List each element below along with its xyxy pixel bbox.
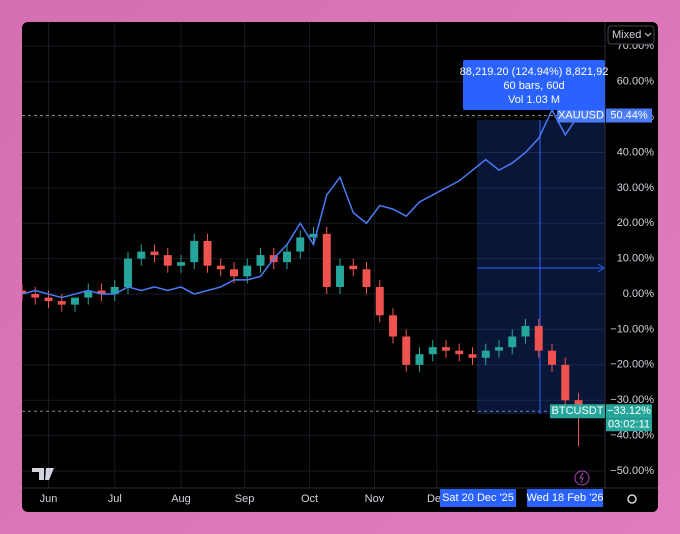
- lightning-icon[interactable]: [574, 470, 590, 486]
- candle-body: [349, 265, 358, 270]
- candle-body: [534, 325, 543, 351]
- line-series: [22, 108, 580, 299]
- date-label-bg: [440, 489, 516, 507]
- candle-body: [402, 336, 411, 365]
- y-tick-label: −40.00%: [610, 430, 654, 442]
- price-label: 50.44%: [610, 109, 648, 121]
- candle-body: [230, 269, 238, 277]
- candle-body: [508, 336, 517, 348]
- candle-body: [495, 347, 503, 351]
- candle-body: [163, 255, 172, 266]
- candle-body: [283, 251, 291, 263]
- candle-body: [256, 255, 265, 266]
- series-tag: BTCUSDT: [552, 405, 604, 417]
- candle-body: [415, 354, 424, 365]
- tooltip-line: 88,219.20 (124.94%) 8,821,92: [460, 66, 609, 78]
- scale-dropdown[interactable]: [607, 25, 655, 45]
- measure-tooltip: [463, 60, 605, 110]
- candle-body: [428, 347, 437, 355]
- chart: 70.00%60.00%50.00%40.00%30.00%20.00%10.0…: [22, 22, 658, 512]
- timer-bg: [606, 418, 652, 432]
- x-tick-label: Sep: [235, 493, 255, 505]
- candle-body: [22, 290, 26, 295]
- price-label-bg: [606, 108, 652, 123]
- y-tick-label: 60.00%: [617, 76, 655, 88]
- y-tick-label: −30.00%: [610, 394, 654, 406]
- measure-range: [477, 120, 605, 414]
- series-tag-bg: [557, 108, 605, 123]
- candle-body: [71, 297, 79, 305]
- candle-body: [296, 237, 305, 252]
- end-date: Wed 18 Feb '26: [526, 492, 603, 504]
- y-tick-label: 10.00%: [617, 253, 655, 265]
- candle-body: [216, 265, 225, 270]
- candle-body: [84, 290, 93, 298]
- x-tick-label: Nov: [365, 493, 385, 505]
- candle-body: [243, 265, 252, 277]
- price-label-bg: [606, 404, 652, 419]
- y-tick-label: 30.00%: [617, 182, 655, 194]
- candle-body: [110, 286, 119, 295]
- candle-body: [548, 350, 556, 365]
- y-tick-label: 20.00%: [617, 217, 655, 229]
- candle-body: [389, 315, 397, 337]
- candle-body: [150, 251, 159, 256]
- dropdown-caret: [644, 32, 652, 37]
- candle-body: [137, 251, 146, 259]
- candle-body: [322, 233, 331, 287]
- tooltip-line: Vol 1.03 M: [508, 94, 560, 106]
- arrow: [597, 263, 605, 273]
- candle-body: [203, 240, 212, 266]
- price-label: −33.12%: [607, 405, 651, 417]
- y-tick-label: −50.00%: [610, 465, 654, 477]
- timer: 03:02:11: [608, 419, 650, 431]
- candle-body: [521, 325, 530, 337]
- candle-body: [309, 233, 318, 238]
- x-tick-label: Aug: [171, 493, 191, 505]
- chart-window: 70.00%60.00%50.00%40.00%30.00%20.00%10.0…: [22, 22, 658, 512]
- series-tag: XAUUSD: [558, 109, 604, 121]
- candle-body: [57, 301, 66, 305]
- series-tag-bg: [550, 404, 605, 419]
- x-tick-label: Oct: [301, 493, 318, 505]
- tooltip-line: 60 bars, 60d: [503, 80, 564, 92]
- start-date: Sat 20 Dec '25: [442, 492, 514, 504]
- candle-body: [177, 262, 185, 266]
- logo: [32, 468, 54, 480]
- x-tick-label: Jun: [40, 493, 58, 505]
- candle-body: [336, 265, 344, 287]
- candle-body: [124, 258, 132, 287]
- candle-body: [455, 350, 464, 355]
- y-tick-label: −20.00%: [610, 359, 654, 371]
- candle-body: [375, 286, 384, 316]
- date-label-bg: [527, 489, 603, 507]
- candle-body: [362, 269, 371, 287]
- candle-body: [31, 294, 40, 298]
- candle-body: [44, 297, 53, 302]
- candle-body: [442, 347, 450, 351]
- candle-body: [481, 350, 490, 358]
- y-tick-label: −10.00%: [610, 323, 654, 335]
- settings-icon[interactable]: [627, 494, 637, 504]
- candle-body: [561, 364, 570, 401]
- candle-body: [468, 354, 477, 358]
- lightning: [579, 472, 584, 484]
- candle-body: [190, 240, 199, 263]
- candle-body: [97, 290, 106, 295]
- y-tick-label: 40.00%: [617, 146, 655, 158]
- x-tick-label: Jul: [108, 493, 122, 505]
- scale-mode[interactable]: Mixed: [612, 29, 641, 41]
- y-tick-label: 0.00%: [623, 288, 654, 300]
